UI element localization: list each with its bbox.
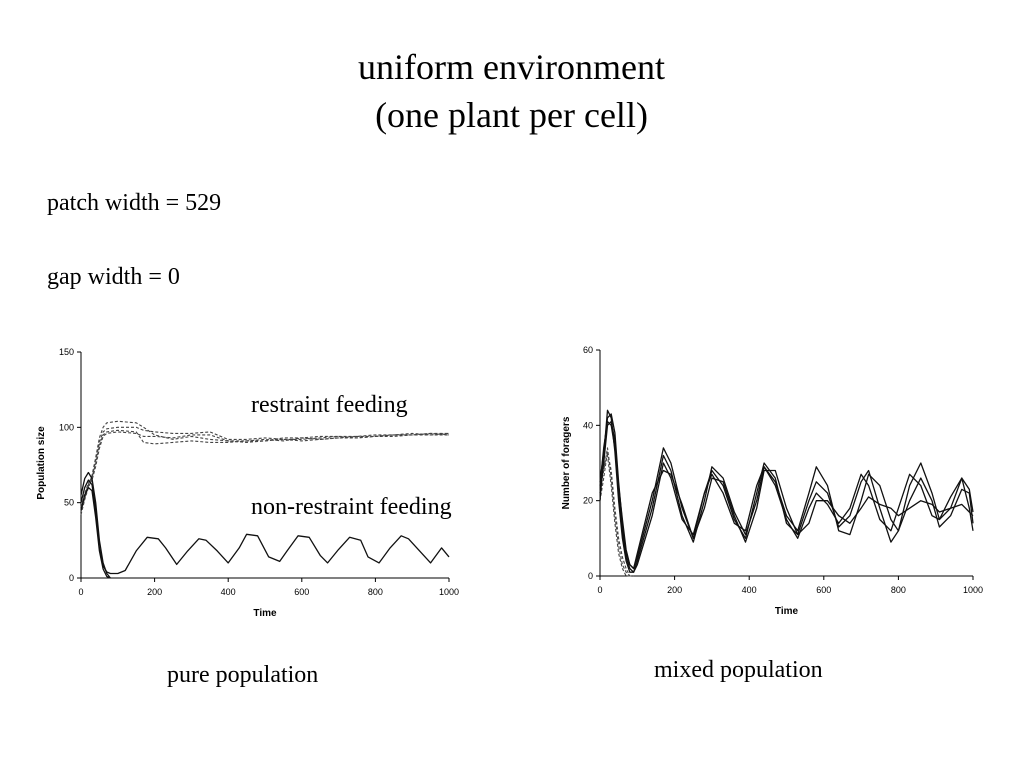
pure-y-tick-label: 50 <box>64 498 74 508</box>
pure-y-axis-label: Population size <box>36 426 47 500</box>
mixed-y-tick-label: 60 <box>583 345 593 355</box>
pure-series-4-line <box>80 431 450 512</box>
slide-title-line2: (one plant per cell) <box>375 95 648 135</box>
mixed-series-4-line <box>599 413 974 570</box>
mixed-series-7-line <box>599 420 974 570</box>
pure-y-tick-label: 100 <box>59 422 74 432</box>
pure-series-6-line <box>80 471 111 579</box>
mixed-x-tick-label: 1000 <box>963 585 983 595</box>
pure-population-caption: pure population <box>167 662 319 688</box>
mixed-x-tick-label: 800 <box>891 585 906 595</box>
patch-width-label: patch width = 529 <box>47 190 222 216</box>
pure-x-tick-label: 600 <box>294 587 309 597</box>
mixed-y-tick-label: 0 <box>588 571 593 581</box>
pure-series-7-line <box>80 486 111 579</box>
mixed-x-axis-label: Time <box>775 606 799 617</box>
pure-x-axis-label: Time <box>253 608 277 619</box>
pure-y-tick-label: 0 <box>69 573 74 583</box>
mixed-y-axis-label: Number of foragers <box>561 416 572 509</box>
mixed-x-tick-label: 200 <box>667 585 682 595</box>
mixed-series-3-line <box>599 454 630 577</box>
mixed-series-5-line <box>599 420 974 573</box>
mixed-x-tick-label: 600 <box>816 585 831 595</box>
pure-x-tick-label: 0 <box>78 587 83 597</box>
mixed-x-tick-label: 0 <box>597 585 602 595</box>
slide-title-line1: uniform environment <box>358 47 665 87</box>
pure-x-tick-label: 800 <box>368 587 383 597</box>
mixed-series-1-line <box>599 447 631 577</box>
mixed-population-caption: mixed population <box>654 657 823 683</box>
mixed-y-tick-label: 20 <box>583 496 593 506</box>
restraint-feeding-annotation: restraint feeding <box>251 392 408 418</box>
pure-x-tick-label: 1000 <box>439 587 459 597</box>
pure-series-3-line <box>80 429 449 508</box>
pure-x-tick-label: 400 <box>221 587 236 597</box>
mixed-series-2-line <box>599 451 634 577</box>
gap-width-label: gap width = 0 <box>47 264 180 290</box>
pure-series-2-line <box>80 426 450 515</box>
mixed-x-tick-label: 400 <box>742 585 757 595</box>
non-restraint-feeding-annotation: non-restraint feeding <box>251 494 452 520</box>
pure-x-tick-label: 200 <box>147 587 162 597</box>
pure-y-tick-label: 150 <box>59 347 74 357</box>
mixed-series-6-line <box>599 409 974 573</box>
mixed-y-tick-label: 40 <box>583 420 593 430</box>
